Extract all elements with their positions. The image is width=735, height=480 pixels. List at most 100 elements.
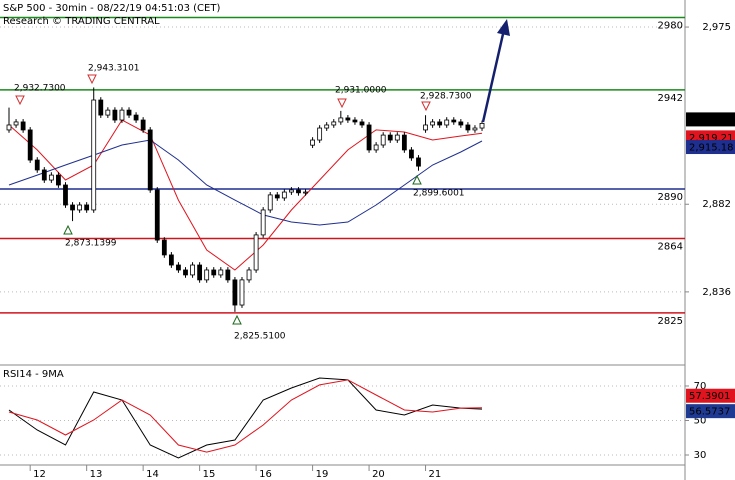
high-marker xyxy=(15,95,25,106)
candle-body xyxy=(409,149,414,159)
candle-body xyxy=(479,123,485,129)
candle-body xyxy=(373,144,379,151)
value-box xyxy=(686,404,735,419)
candle-body xyxy=(183,269,188,276)
candle-body xyxy=(161,239,167,256)
arrow-head xyxy=(497,19,510,36)
candle-body xyxy=(63,184,68,206)
annotation: 2,932.7300 xyxy=(14,84,66,94)
x-tick-label: 20 xyxy=(372,469,385,480)
candle-body xyxy=(168,254,174,266)
y-tick-label: 2,836 xyxy=(702,287,731,298)
pattern-markers xyxy=(15,74,431,325)
candle-body xyxy=(77,204,83,211)
candle-body xyxy=(190,264,195,276)
candle-body xyxy=(451,119,457,123)
value-box xyxy=(686,388,735,403)
candle-body xyxy=(56,174,61,186)
rsi-title: RSI14 - 9MA xyxy=(3,369,64,380)
y-tick-label: 2,975 xyxy=(702,22,731,33)
candle-body xyxy=(310,139,315,146)
candle-body xyxy=(218,269,224,276)
low-marker xyxy=(63,224,73,235)
candle-body xyxy=(444,119,450,126)
candle-body xyxy=(126,109,132,116)
series-line xyxy=(8,119,483,271)
candle-body xyxy=(140,119,146,131)
candle-body xyxy=(303,191,308,194)
annotation: 2,873.1399 xyxy=(65,239,117,249)
candle-body xyxy=(41,169,47,181)
x-tick-label: 12 xyxy=(33,469,46,480)
level-label: 2825 xyxy=(658,316,683,327)
candle-body xyxy=(437,121,443,126)
candle-body xyxy=(105,109,111,116)
series-line xyxy=(8,379,483,453)
candle-body xyxy=(70,204,75,211)
candle-body xyxy=(352,119,358,123)
candle-body xyxy=(472,127,478,131)
value-box-label: 2,915.18 xyxy=(689,143,734,154)
candle-body xyxy=(296,189,301,194)
value-box-label: 2,924.43 xyxy=(689,115,734,126)
x-tick-label: 15 xyxy=(203,469,216,480)
series-line xyxy=(8,139,483,226)
candle-body xyxy=(465,124,471,131)
candle-body xyxy=(20,121,26,131)
candle-body xyxy=(260,209,266,236)
value-box xyxy=(686,112,735,127)
annotation: 2,899.6001 xyxy=(413,189,465,199)
candle-body xyxy=(91,99,97,211)
candle-body xyxy=(331,121,337,126)
chart-title: S&P 500 - 30min - 08/22/19 04:51:03 (CET… xyxy=(3,3,220,14)
x-tick-label: 16 xyxy=(259,469,272,480)
candle-body xyxy=(430,121,436,126)
level-label: 2890 xyxy=(658,192,683,203)
candle-body xyxy=(267,194,273,211)
candle-body xyxy=(197,264,203,281)
y-tick-label: 50 xyxy=(694,415,707,426)
candle-body xyxy=(338,117,344,123)
candle-body xyxy=(84,204,90,211)
level-label: 2864 xyxy=(658,242,683,253)
value-box xyxy=(686,140,735,155)
annotation: 2,943.3101 xyxy=(88,64,140,74)
high-marker xyxy=(421,101,431,112)
high-marker xyxy=(87,74,97,85)
candle-body xyxy=(133,114,139,121)
candle-body xyxy=(225,269,231,281)
candle-body xyxy=(253,234,259,271)
y-tick-label: 2,882 xyxy=(702,199,731,210)
candle-body xyxy=(232,279,238,306)
candle-body xyxy=(147,129,153,191)
candle-body xyxy=(27,129,33,161)
candle-body xyxy=(154,189,160,241)
level-label: 2980 xyxy=(658,21,683,32)
forecast-arrow xyxy=(481,19,510,123)
low-marker xyxy=(412,174,422,185)
candle-body xyxy=(289,189,294,193)
candle-body xyxy=(281,191,287,199)
candle-body xyxy=(366,124,372,151)
candle-body xyxy=(119,109,125,121)
candle-body xyxy=(458,121,464,126)
candle-body xyxy=(416,157,421,167)
arrow-shaft xyxy=(481,33,505,123)
candle-body xyxy=(204,269,210,281)
candle-body xyxy=(387,134,393,141)
candle-body xyxy=(211,269,217,276)
level-label: 2942 xyxy=(658,93,683,104)
candle-body xyxy=(317,127,323,141)
candle-body xyxy=(6,124,12,131)
candle-body xyxy=(274,194,280,199)
candle-body xyxy=(345,117,351,121)
candle-body xyxy=(359,121,365,126)
candle-body xyxy=(98,99,104,116)
annotation: 2,825.5100 xyxy=(234,332,286,342)
series-line xyxy=(8,377,483,459)
candle-body xyxy=(176,264,181,271)
x-tick-label: 14 xyxy=(146,469,159,480)
value-box-label: 2,919.21 xyxy=(689,133,734,144)
